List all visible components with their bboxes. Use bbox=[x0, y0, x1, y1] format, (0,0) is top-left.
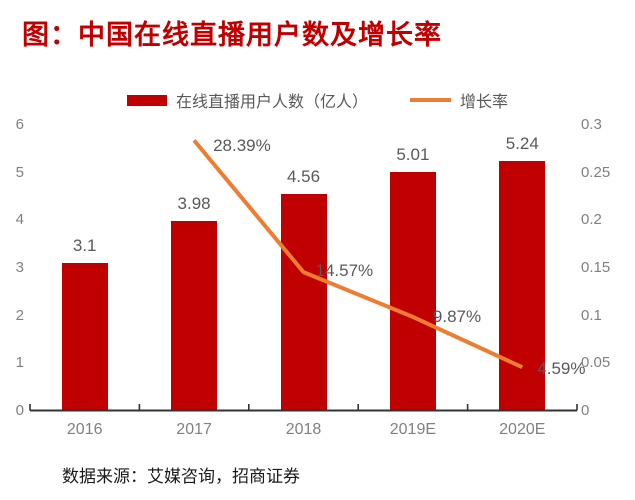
left-axis-tick-label: 0 bbox=[15, 402, 24, 419]
line-value-label: 9.87% bbox=[432, 306, 482, 326]
x-axis-category-label: 2016 bbox=[66, 421, 103, 438]
line-swatch-icon bbox=[410, 98, 451, 102]
x-axis-category-label: 2020E bbox=[499, 421, 546, 438]
line-value-label: 14.57% bbox=[315, 261, 374, 281]
right-axis-tick-label: 0.2 bbox=[581, 211, 602, 229]
legend-label-users: 在线直播用户人数（亿人） bbox=[175, 94, 368, 111]
legend-label-growth: 增长率 bbox=[460, 94, 509, 111]
chart-title: 图：中国在线直播用户数及增长率 bbox=[22, 20, 442, 50]
bar-value-label: 4.56 bbox=[286, 166, 321, 186]
bar-2020E bbox=[499, 161, 546, 411]
left-axis-tick-label: 4 bbox=[15, 211, 24, 229]
bar-2019E bbox=[389, 172, 436, 411]
line-value-label: 4.59% bbox=[537, 359, 586, 379]
legend-item-growth: 增长率 bbox=[410, 88, 508, 112]
bar-2018 bbox=[280, 193, 327, 411]
right-axis-tick-label: 0 bbox=[581, 402, 590, 419]
bar-value-label: 3.98 bbox=[177, 194, 211, 214]
x-axis-category-label: 2017 bbox=[176, 421, 212, 438]
right-axis-tick-label: 0.25 bbox=[581, 163, 611, 181]
source-note: 数据来源：艾媒咨询，招商证券 bbox=[62, 467, 300, 486]
right-axis-tick-label: 0.1 bbox=[581, 306, 602, 324]
x-axis-category-label: 2018 bbox=[285, 421, 322, 438]
growth-rate-line bbox=[192, 139, 524, 370]
left-axis-tick-label: 5 bbox=[15, 163, 24, 181]
right-axis-tick-label: 0.15 bbox=[581, 259, 611, 276]
left-axis-tick-label: 2 bbox=[15, 306, 24, 324]
legend: 在线直播用户人数（亿人） 增长率 bbox=[0, 88, 635, 112]
bar-value-label: 3.1 bbox=[72, 236, 97, 256]
bar-2017 bbox=[171, 221, 218, 411]
left-axis-tick-label: 1 bbox=[15, 354, 24, 372]
right-axis-tick-label: 0.05 bbox=[581, 354, 611, 372]
left-axis-tick-label: 3 bbox=[15, 259, 24, 276]
left-axis-tick-label: 6 bbox=[15, 116, 24, 133]
bar-value-label: 5.01 bbox=[396, 145, 430, 165]
line-value-label: 28.39% bbox=[213, 136, 271, 156]
bar-value-label: 5.24 bbox=[505, 134, 539, 154]
legend-item-users: 在线直播用户人数（亿人） bbox=[126, 88, 368, 112]
right-axis-tick-label: 0.3 bbox=[581, 116, 602, 133]
x-axis-category-label: 2019E bbox=[389, 421, 437, 438]
bar-2016 bbox=[61, 263, 108, 411]
bar-swatch-icon bbox=[126, 94, 167, 106]
